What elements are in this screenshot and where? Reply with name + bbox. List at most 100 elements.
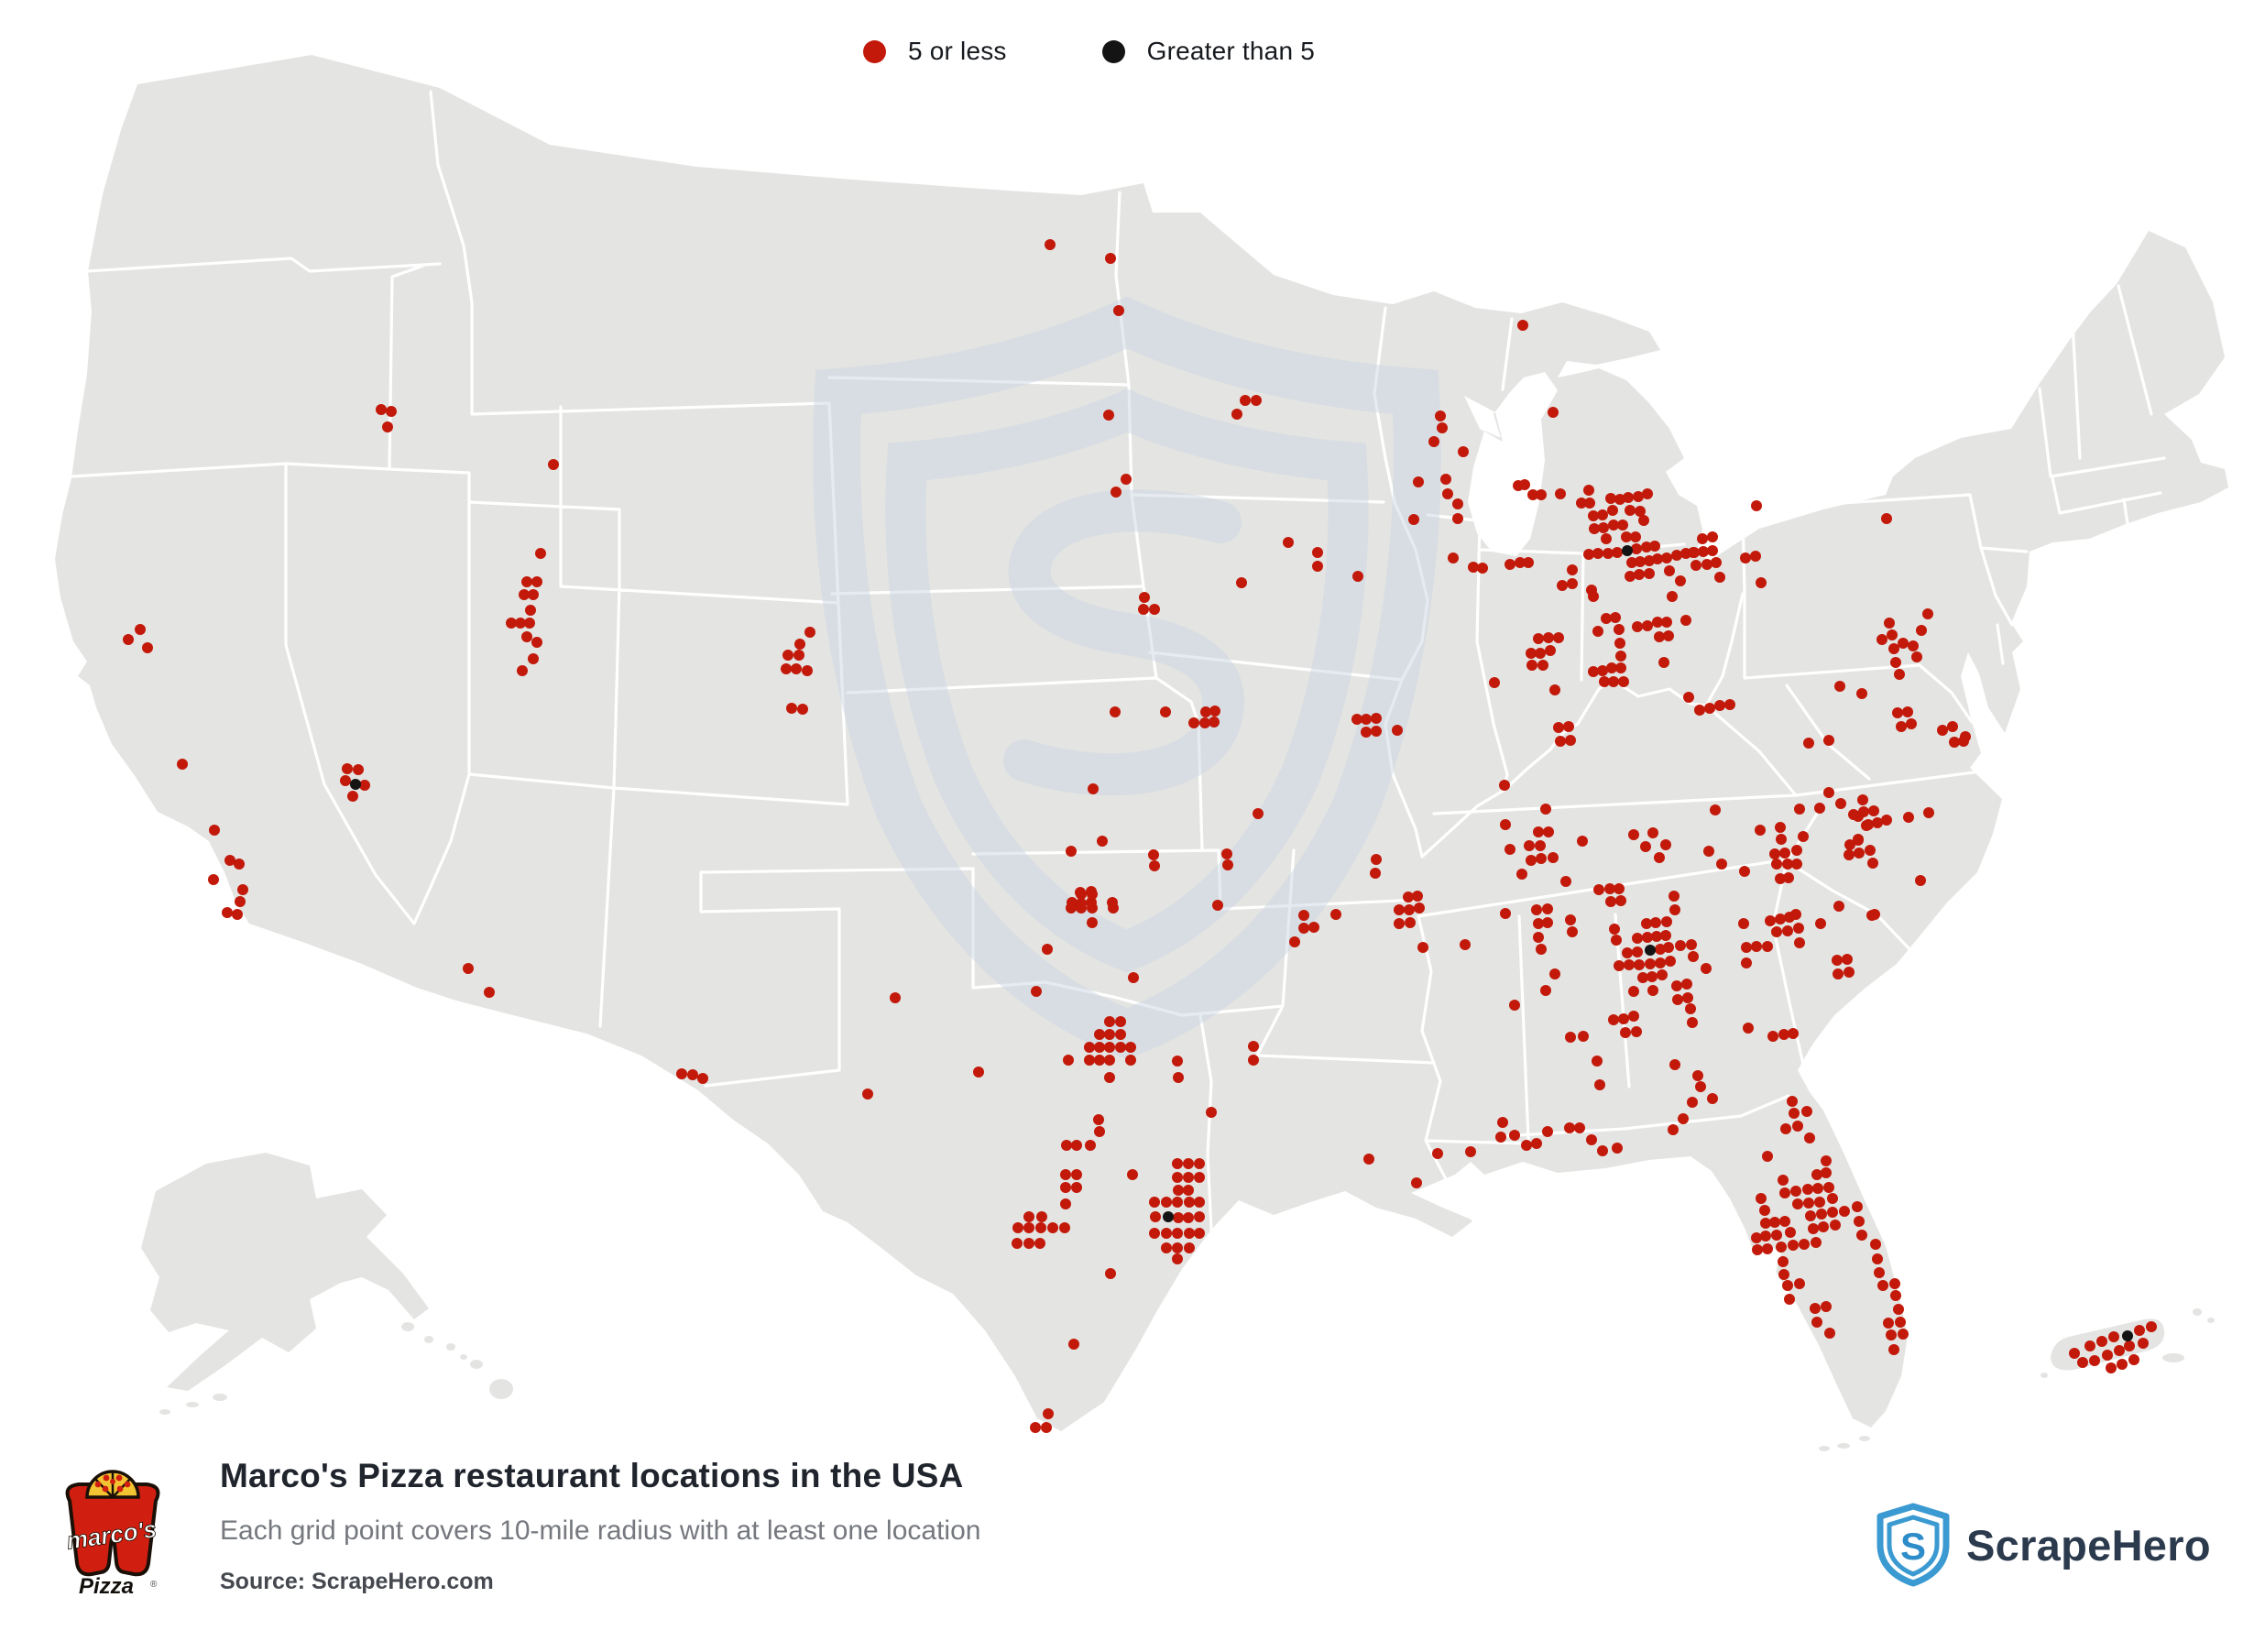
map-dot-red [1788,1028,1799,1039]
map-dot-red [1545,645,1556,656]
map-dot-red [1908,640,1919,651]
map-dot-red [1714,700,1725,711]
map-dot-red [1460,939,1471,950]
map-dot-red [1803,738,1814,749]
map-dot-red [1710,804,1721,815]
map-dot-red [1635,506,1646,517]
map-dot-red [1524,840,1535,851]
map-dot-red [1854,848,1865,859]
map-dot-red [1194,1172,1205,1183]
map-dot-red [1548,852,1559,863]
location-dots-layer [123,239,2157,1433]
map-dot-red [1861,820,1872,831]
map-dot-red [1094,1042,1105,1053]
map-dot-red [1605,896,1616,907]
map-dot-red [1405,917,1416,928]
map-dot-red [1657,969,1668,980]
map-dot-red [1104,1016,1115,1027]
map-dot-red [1105,1268,1116,1279]
map-dot-red [1549,684,1560,695]
map-dot-red [340,775,351,786]
map-dot-red [1023,1222,1034,1233]
map-dot-red [1751,1232,1762,1243]
map-dot-red [1767,1031,1778,1042]
map-dot-red [1916,625,1927,636]
map-dot-red [1741,957,1752,968]
map-dot-red [1452,513,1463,524]
map-dot-red [1417,942,1428,953]
map-dot-red [1614,624,1625,635]
map-dot-red [1647,827,1658,838]
map-dot-red [1312,547,1323,558]
map-dot-red [1874,1267,1885,1278]
map-dot-red [1789,1108,1800,1119]
map-dot-red [1612,1143,1623,1154]
alaska-inset [141,1153,429,1391]
map-dot-red [1805,1210,1816,1221]
map-dot-red [1533,826,1544,837]
map-dot-red [1610,612,1621,623]
map-dot-red [973,1067,984,1078]
map-dot-red [1895,1317,1906,1328]
map-dot-red [1791,845,1802,856]
map-dot-red [804,627,815,638]
map-dot-red [1183,1212,1194,1223]
map-dot-red [1614,638,1625,649]
map-dot-red [1756,577,1767,588]
map-dot-red [1815,918,1826,929]
map-dot-red [1509,1000,1520,1011]
map-dot-red [1765,915,1776,926]
map-dot-red [1821,1167,1832,1178]
scrapehero-watermark [813,296,1441,1059]
map-dot-red [1588,666,1599,677]
map-dot-red [528,653,539,664]
map-dot-red [1791,859,1802,870]
map-dot-red [1209,706,1220,717]
map-dot-red [1452,498,1463,509]
map-dot-red [1012,1238,1023,1249]
map-dot-red [1821,1155,1832,1166]
map-dot-red [1604,883,1615,894]
map-dot-red [1209,717,1220,728]
map-dot-red [1593,884,1604,895]
aleutian-islands [159,1394,227,1415]
map-dot-red [1127,1169,1138,1180]
map-dot-red [1823,787,1834,798]
map-dot-red [1755,825,1766,836]
map-dot-red [1592,548,1603,559]
map-dot-red [1199,717,1210,728]
map-dot-red [1428,436,1439,447]
map-dot-red [1172,1056,1183,1067]
map-dot-red [1802,1184,1813,1195]
florida-keys [1819,1436,1870,1451]
map-dot-red [1818,1221,1829,1232]
map-dot-red [1253,808,1264,819]
map-dot-red [1110,706,1121,717]
map-dot-red [1628,986,1639,997]
map-dot-red [1599,676,1610,687]
map-dot-red [1542,917,1553,928]
map-dot-red [1634,569,1645,580]
marcos-pizza-text: Pizza [79,1574,134,1597]
map-dot-red [1553,632,1564,643]
map-dot-red [1698,546,1709,557]
map-dot-red [484,987,495,998]
map-dot-red [1888,1344,1899,1355]
map-dot-red [797,704,808,715]
map-dot-red [1094,1029,1105,1040]
map-dot-red [1115,1016,1126,1027]
map-dot-red [1775,822,1786,833]
map-dot-red [1857,794,1868,805]
map-dot-red [1922,608,1933,619]
registered-mark: ® [150,1580,158,1590]
map-dot-red [1888,643,1899,654]
map-dot-red [1810,1303,1821,1314]
map-dot-red [1782,859,1793,870]
map-dot-red [528,589,539,600]
map-dot-red [1104,1029,1115,1040]
map-dot-red [1149,860,1160,871]
map-dot-red [1821,1301,1832,1312]
map-dot-red [1063,1055,1074,1066]
map-dot-red [1858,806,1869,817]
